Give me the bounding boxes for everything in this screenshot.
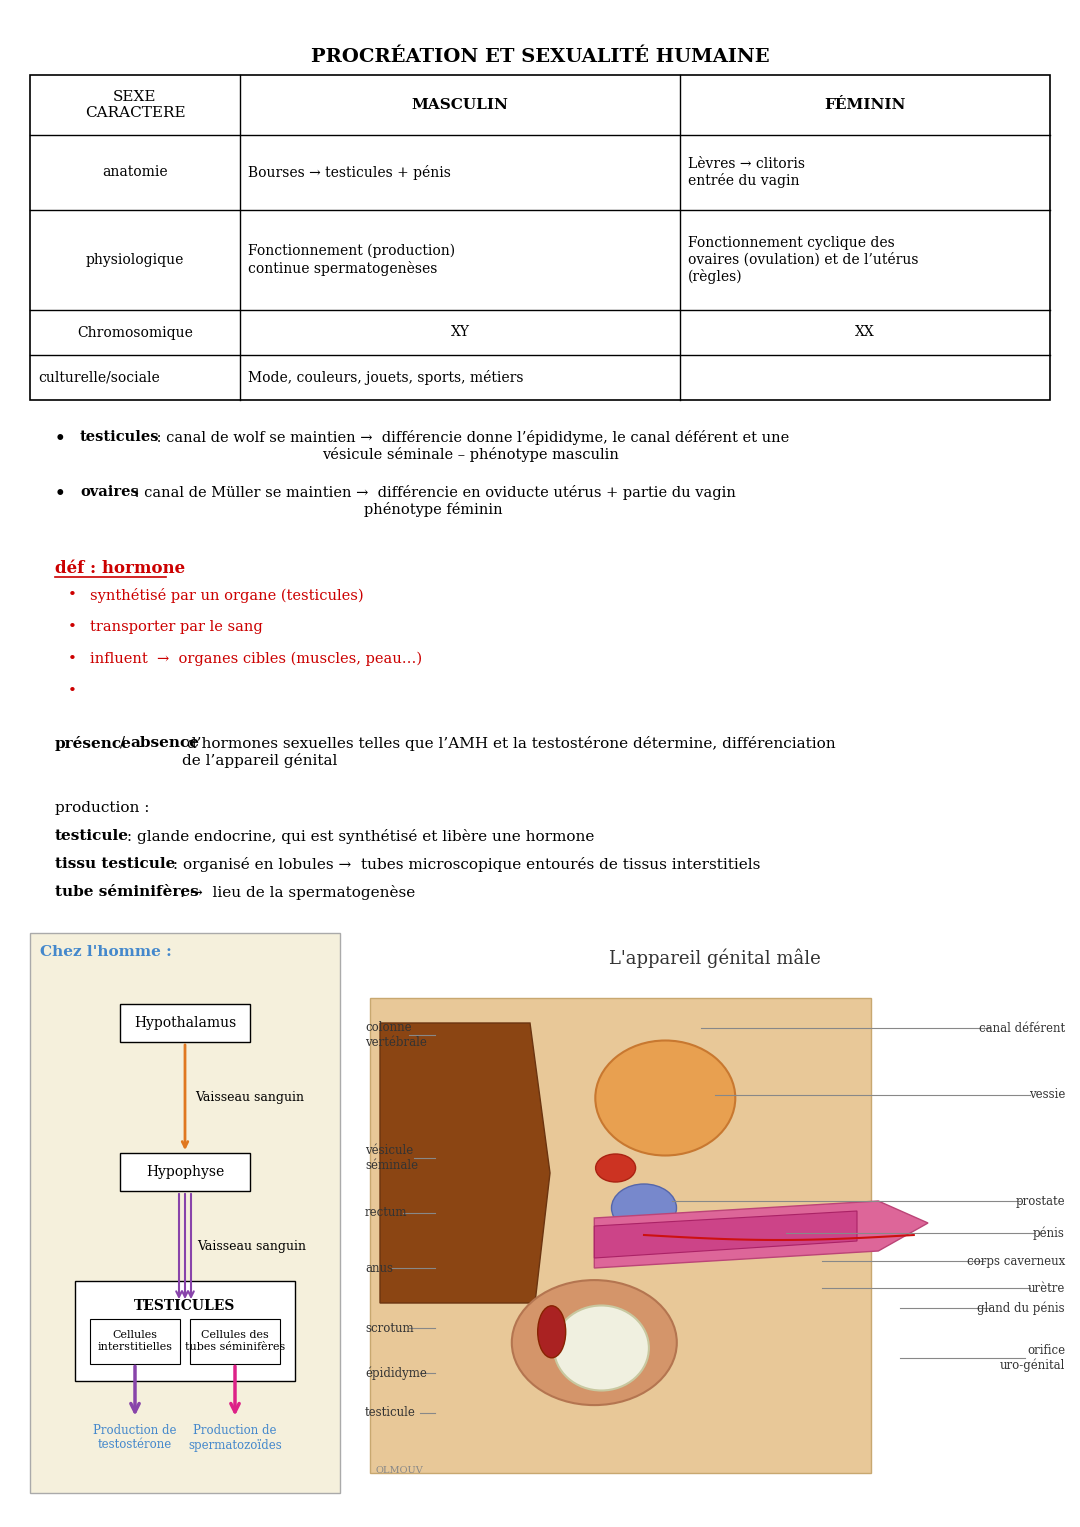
Text: d’hormones sexuelles telles que l’AMH et la testostérone détermine, différenciat: d’hormones sexuelles telles que l’AMH et… [183,736,836,768]
Text: Mode, couleurs, jouets, sports, métiers: Mode, couleurs, jouets, sports, métiers [248,370,524,385]
Text: : glande endocrine, qui est synthétisé et libère une hormone: : glande endocrine, qui est synthétisé e… [122,829,595,844]
Text: influent  →  organes cibles (muscles, peau…): influent → organes cibles (muscles, peau… [90,652,422,666]
Text: Hypophyse: Hypophyse [146,1165,225,1179]
Text: gland du pénis: gland du pénis [977,1301,1065,1315]
Text: Production de
testostérone: Production de testostérone [93,1423,177,1452]
Text: Chromosomique: Chromosomique [77,325,193,339]
Text: déf : hormone: déf : hormone [55,560,185,577]
Ellipse shape [512,1280,677,1405]
Bar [190,1318,280,1364]
Text: épididyme: épididyme [365,1367,427,1380]
Text: •: • [55,486,65,502]
Text: ovaires: ovaires [80,486,138,499]
Text: L'appareil génital mâle: L'appareil génital mâle [609,948,821,968]
Bar [30,75,1050,400]
Text: vésicule
séminale: vésicule séminale [365,1144,418,1173]
Ellipse shape [611,1183,676,1232]
Text: canal déférent: canal déférent [978,1022,1065,1034]
Text: •: • [55,431,65,447]
Text: tissu testicule: tissu testicule [55,857,175,870]
Text: vessie: vessie [1028,1089,1065,1101]
Bar [30,933,340,1493]
Text: : organisé en lobules →  tubes microscopique entourés de tissus interstitiels: : organisé en lobules → tubes microscopi… [167,857,760,872]
Text: OLMOUV: OLMOUV [375,1466,422,1475]
Text: corps caverneux: corps caverneux [967,1255,1065,1267]
Bar [75,1281,295,1380]
Text: Vaisseau sanguin: Vaisseau sanguin [195,1090,303,1104]
Text: Lèvres → clitoris
entrée du vagin: Lèvres → clitoris entrée du vagin [688,157,805,188]
Ellipse shape [554,1306,649,1391]
Text: présence: présence [55,736,132,751]
Text: scrotum: scrotum [365,1321,414,1335]
Text: anus: anus [365,1261,393,1275]
Text: Cellules
interstitielles: Cellules interstitielles [97,1330,173,1351]
Text: production :: production : [55,802,149,815]
Text: MASCULIN: MASCULIN [411,98,509,111]
Text: •: • [68,588,77,602]
Text: anatomie: anatomie [103,165,167,180]
Text: prostate: prostate [1015,1194,1065,1208]
Bar [120,1003,249,1041]
Text: /: / [114,736,130,750]
Text: testicule: testicule [55,829,129,843]
Text: pénis: pénis [1034,1226,1065,1240]
Text: TESTICULES: TESTICULES [134,1299,235,1313]
Ellipse shape [595,1040,735,1156]
Text: orifice
uro-génital: orifice uro-génital [1000,1344,1065,1373]
Text: XY: XY [450,325,470,339]
Text: : canal de wolf se maintien →  différencie donne l’épididyme, le canal déférent : : canal de wolf se maintien → différenci… [152,431,789,463]
Text: : canal de Müller se maintien →  différencie en oviducte utérus + partie du vagi: : canal de Müller se maintien → différen… [131,486,737,518]
Text: culturelle/sociale: culturelle/sociale [38,371,160,385]
Bar [120,1153,249,1191]
Text: urètre: urètre [1028,1281,1065,1295]
Text: Production de
spermatozoïdes: Production de spermatozoïdes [188,1423,282,1452]
Text: testicules: testicules [80,431,160,444]
Bar [90,1318,180,1364]
Text: Fonctionnement (production)
continue spermatogenèses: Fonctionnement (production) continue spe… [248,244,455,276]
Text: tube séminifères: tube séminifères [55,886,199,899]
Text: Vaisseau sanguin: Vaisseau sanguin [197,1240,306,1254]
Text: testicule: testicule [365,1406,416,1420]
Text: Chez l'homme :: Chez l'homme : [40,945,172,959]
Polygon shape [594,1202,928,1267]
Text: rectum: rectum [365,1206,407,1220]
Text: Bourses → testicules + pénis: Bourses → testicules + pénis [248,165,450,180]
Text: SEXE
CARACTERE: SEXE CARACTERE [84,90,186,121]
Text: •: • [68,652,77,666]
Ellipse shape [595,1154,636,1182]
Text: Hypothalamus: Hypothalamus [134,1015,237,1031]
Text: Fonctionnement cyclique des
ovaires (ovulation) et de l’utérus
(règles): Fonctionnement cyclique des ovaires (ovu… [688,237,918,284]
Text: transporter par le sang: transporter par le sang [90,620,262,634]
Ellipse shape [538,1306,566,1358]
Text: absence: absence [130,736,199,750]
Text: physiologique: physiologique [85,253,185,267]
Text: •: • [68,620,77,634]
Text: Cellules des
tubes séminifères: Cellules des tubes séminifères [185,1330,285,1351]
Polygon shape [594,1211,858,1258]
Text: synthétisé par un organe (testicules): synthétisé par un organe (testicules) [90,588,364,603]
Text: PROCRÉATION ET SEXUALITÉ HUMAINE: PROCRÉATION ET SEXUALITÉ HUMAINE [311,47,769,66]
Text: FÉMININ: FÉMININ [824,98,906,111]
Polygon shape [380,1023,550,1303]
Polygon shape [370,999,872,1474]
Text: •: • [68,684,77,698]
Text: : →  lieu de la spermatogenèse: : → lieu de la spermatogenèse [175,886,415,899]
Text: XX: XX [855,325,875,339]
Text: colonne
vertébrale: colonne vertébrale [365,1022,427,1049]
